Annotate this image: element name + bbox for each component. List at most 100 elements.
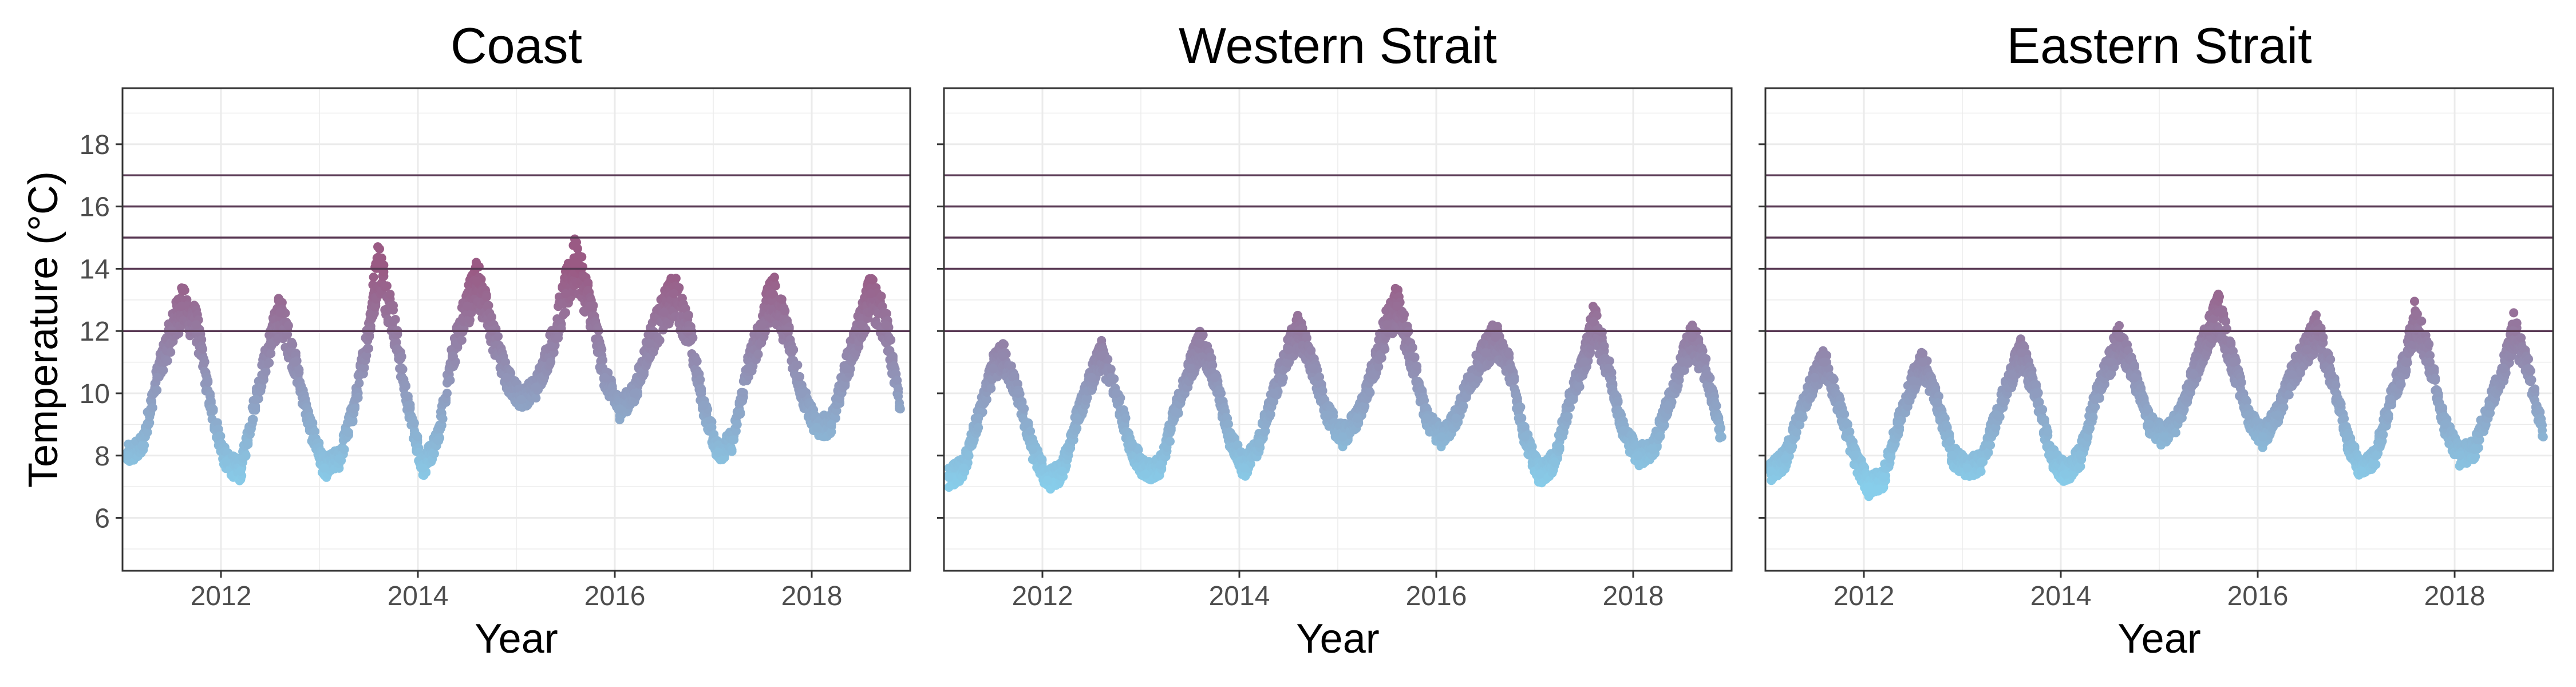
data-point	[959, 463, 969, 473]
data-point	[707, 423, 717, 432]
data-point	[344, 428, 353, 437]
data-point	[501, 357, 510, 367]
data-point	[1712, 401, 1721, 410]
data-point	[1688, 333, 1697, 342]
data-point	[264, 358, 274, 368]
data-point	[1492, 322, 1502, 331]
data-point	[1510, 375, 1519, 385]
data-point	[688, 333, 698, 342]
data-point	[1517, 413, 1527, 423]
data-point	[1126, 441, 1136, 451]
data-point	[1037, 456, 1047, 465]
data-point	[1408, 343, 1417, 353]
data-point	[192, 320, 201, 330]
x-tick-label: 2014	[1209, 581, 1270, 611]
data-point	[197, 335, 207, 345]
data-point	[159, 365, 168, 375]
data-point	[998, 351, 1008, 361]
data-point	[243, 440, 253, 449]
data-point	[1380, 344, 1390, 354]
data-point	[339, 445, 349, 455]
data-point	[1648, 444, 1658, 454]
data-point	[692, 357, 702, 366]
data-point	[319, 463, 329, 473]
data-point	[334, 454, 344, 464]
data-point	[696, 375, 705, 385]
data-point	[310, 427, 319, 436]
data-point	[1210, 373, 1219, 382]
data-point	[597, 345, 607, 354]
data-point	[1613, 396, 1623, 406]
data-point	[531, 382, 541, 392]
data-point	[986, 384, 996, 393]
data-point	[359, 363, 369, 373]
data-point	[1564, 398, 1574, 408]
data-point	[294, 365, 304, 374]
data-point	[1020, 404, 1029, 413]
data-point	[236, 467, 246, 476]
data-point	[290, 357, 299, 367]
data-point	[1026, 427, 1036, 436]
data-point	[1421, 413, 1431, 423]
data-point	[1010, 371, 1020, 381]
data-point	[251, 394, 260, 404]
data-point	[148, 403, 157, 413]
data-point	[1269, 389, 1279, 398]
x-tick-label: 2012	[1012, 581, 1073, 611]
y-tick-label: 12	[80, 317, 110, 347]
data-point	[1309, 364, 1318, 373]
data-point	[1121, 413, 1131, 423]
x-tick-label: 2018	[1603, 581, 1664, 611]
data-point	[163, 356, 172, 366]
data-point	[266, 339, 275, 348]
data-point	[999, 339, 1009, 349]
data-point	[1042, 476, 1052, 485]
y-tick-label: 10	[80, 379, 110, 409]
data-point	[1599, 341, 1609, 351]
data-point	[389, 317, 398, 326]
data-point	[385, 290, 395, 299]
data-point	[793, 360, 803, 370]
data-point	[1306, 346, 1316, 356]
data-point	[1392, 301, 1402, 311]
data-point	[546, 342, 556, 352]
x-tick-label: 2016	[584, 581, 646, 611]
y-tick-label: 8	[94, 441, 110, 472]
data-point	[1656, 431, 1665, 441]
data-point	[389, 301, 398, 310]
data-point	[812, 423, 821, 432]
data-point	[1579, 357, 1589, 367]
data-point	[1451, 413, 1461, 423]
data-point	[283, 321, 293, 330]
data-point	[214, 424, 223, 434]
data-point	[753, 349, 763, 359]
data-point	[789, 345, 799, 355]
data-point	[241, 451, 251, 461]
data-point	[1412, 361, 1422, 371]
data-point	[413, 432, 422, 441]
data-point	[1504, 349, 1514, 359]
data-point	[123, 451, 132, 460]
data-point	[1466, 373, 1476, 382]
data-point	[674, 283, 684, 293]
panel-title: Coast	[451, 17, 582, 74]
data-point	[516, 394, 526, 404]
data-point	[1400, 310, 1409, 319]
data-point	[1604, 364, 1613, 373]
data-point	[1702, 370, 1712, 380]
data-point	[974, 423, 983, 432]
data-point	[143, 427, 152, 437]
data-point	[409, 418, 419, 428]
data-point	[1618, 426, 1628, 436]
data-point	[1072, 413, 1082, 423]
data-point	[403, 392, 413, 401]
data-point	[743, 364, 753, 373]
data-point	[769, 273, 779, 282]
data-point	[964, 451, 974, 461]
data-point	[856, 320, 866, 330]
data-point	[732, 420, 742, 429]
data-point	[251, 401, 260, 411]
data-point	[888, 353, 898, 363]
